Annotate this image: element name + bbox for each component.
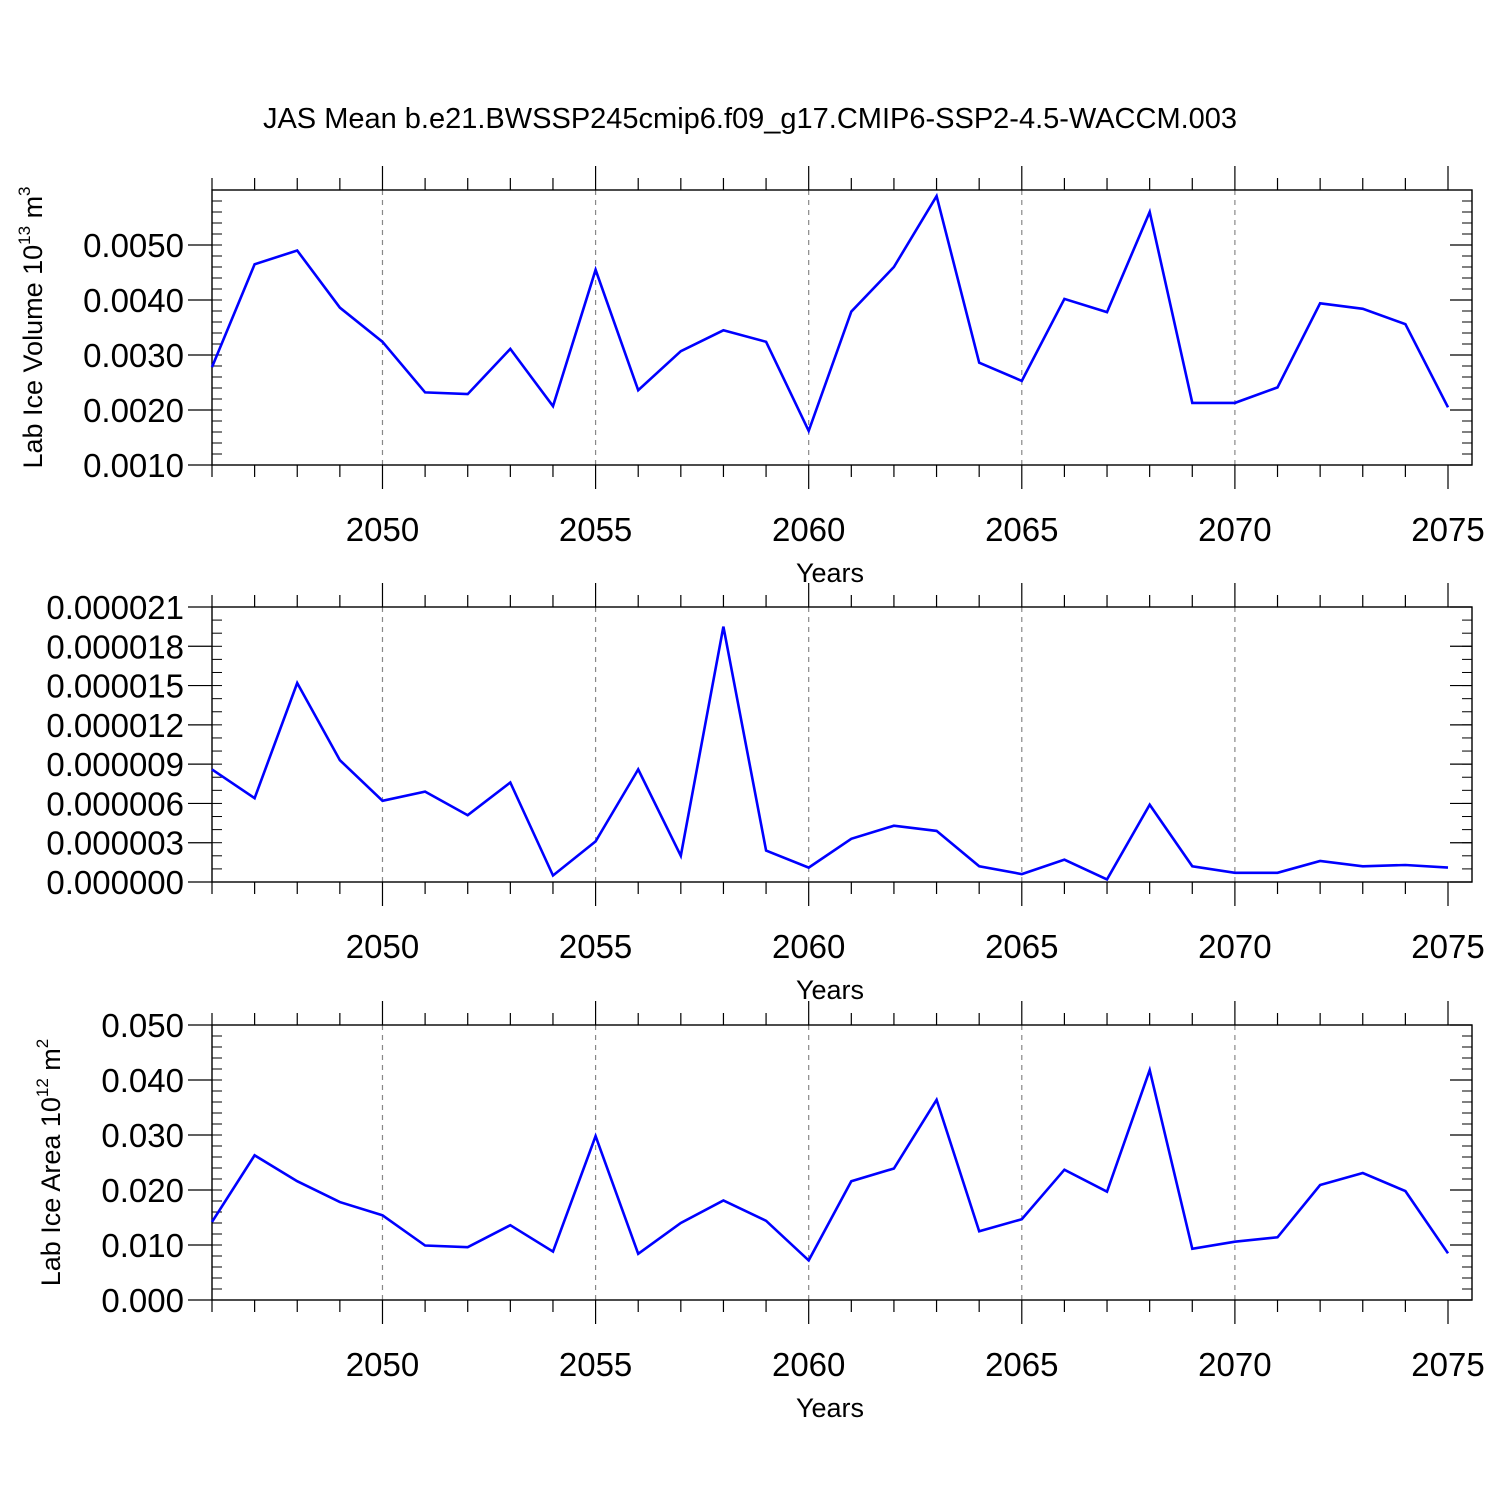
plot-frame — [211, 189, 1473, 466]
y-tick-label: 0.000 — [101, 1282, 184, 1319]
x-tick-label: 2050 — [346, 511, 419, 548]
y-tick-label: 0.020 — [101, 1172, 184, 1209]
series-line — [211, 626, 1449, 882]
y-tick-label: 0.000003 — [46, 825, 184, 862]
x-tick-label: 2070 — [1198, 511, 1271, 548]
series-line — [210, 192, 1450, 435]
y-tick-label: 0.0040 — [83, 282, 184, 319]
y-tick-label: 0.0030 — [83, 337, 184, 374]
x-tick-label: 2060 — [772, 511, 845, 548]
y-axis-label: Lab Ice Area 1012 m2 — [33, 1039, 66, 1287]
series-line — [210, 1065, 1450, 1263]
snow-volume-panel: 0.0000000.0000030.0000060.0000090.000012… — [46, 583, 1485, 1005]
x-axis-label: Years — [796, 1393, 864, 1423]
y-tick-label: 0.000009 — [46, 746, 184, 783]
x-tick-label: 2060 — [772, 928, 845, 965]
x-tick-label: 2055 — [559, 511, 632, 548]
x-axis-label: Years — [796, 975, 864, 1005]
ice-volume-panel: 0.0010 0.0020 0.0030 0.0040 0.0050 2050 2055 20… — [15, 166, 1485, 588]
y-tick-label: 0.040 — [101, 1062, 184, 1099]
y-tick-label: 0.000012 — [46, 707, 184, 744]
ice-area-panel: 0.000 0.010 0.020 0.030 0.040 0.050 2050 2055 20… — [33, 1001, 1485, 1423]
y-tick-label: 0.0020 — [83, 392, 184, 429]
x-tick-label: 2070 — [1198, 1346, 1271, 1383]
x-tick-label: 2065 — [985, 1346, 1058, 1383]
y-tick-label: 0.050 — [101, 1007, 184, 1044]
y-tick-label: 0.000006 — [46, 785, 184, 822]
x-tick-label: 2050 — [346, 1346, 419, 1383]
y-tick-label: 0.030 — [101, 1117, 184, 1154]
y-tick-label: 0.000015 — [46, 668, 184, 705]
y-axis-label: Lab Ice Volume 1013 m3 — [15, 186, 48, 468]
plot-frame — [211, 606, 1473, 883]
x-axis-label: Years — [796, 558, 864, 588]
x-tick-label: 2065 — [985, 511, 1058, 548]
plot-frame — [211, 1024, 1473, 1301]
x-tick-label: 2065 — [985, 928, 1058, 965]
y-tick-label: 0.0050 — [83, 227, 184, 264]
figure-title: JAS Mean b.e21.BWSSP245cmip6.f09_g17.CMI… — [263, 103, 1237, 135]
y-tick-label: 0.000021 — [46, 589, 184, 626]
y-tick-label: 0.010 — [101, 1227, 184, 1264]
y-tick-label: 0.000000 — [46, 864, 184, 901]
x-tick-label: 2055 — [559, 1346, 632, 1383]
x-tick-label: 2050 — [346, 928, 419, 965]
y-tick-label: 0.0010 — [83, 447, 184, 484]
x-tick-label: 2075 — [1411, 1346, 1484, 1383]
y-tick-label: 0.000018 — [46, 628, 184, 665]
x-tick-label: 2060 — [772, 1346, 845, 1383]
x-tick-label: 2075 — [1411, 511, 1484, 548]
x-tick-label: 2070 — [1198, 928, 1271, 965]
x-tick-label: 2075 — [1411, 928, 1484, 965]
x-tick-label: 2055 — [559, 928, 632, 965]
